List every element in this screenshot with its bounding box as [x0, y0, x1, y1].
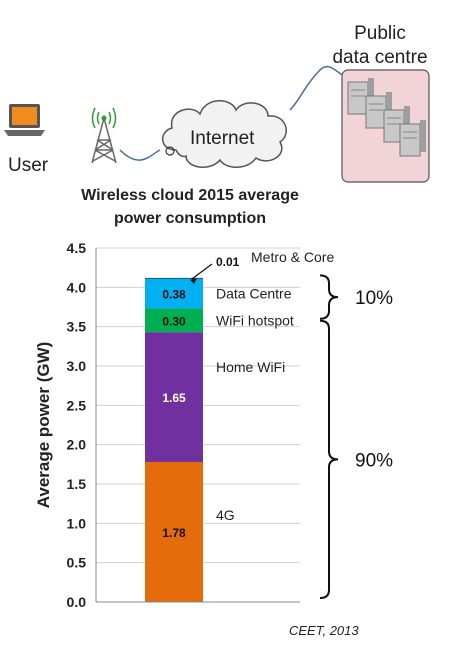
- y-tick-label: 4.0: [67, 279, 87, 295]
- y-tick-label: 1.0: [67, 515, 87, 531]
- segment-value-label: 1.78: [162, 526, 186, 540]
- power-chart: 0.0 0.5 1.0 1.5 2.0 2.5 3.0 3.5 4.0 4.5 1.78 1.65 0…: [34, 240, 393, 638]
- y-tick-labels: 0.0 0.5 1.0 1.5 2.0 2.5 3.0 3.5 4.0 4.5: [67, 240, 87, 610]
- series-name-label: Metro & Core: [251, 249, 334, 265]
- public-datacentre-label: Public data centre: [330, 22, 430, 70]
- y-tick-label: 2.0: [67, 437, 87, 453]
- signal-waves-icon: [91, 107, 117, 129]
- y-tick-label: 4.5: [67, 240, 87, 256]
- segment-value-label-top: 0.01: [216, 255, 240, 269]
- y-tick-label: 1.5: [67, 476, 87, 492]
- stacked-bar: [145, 277, 203, 602]
- cell-tower-icon: [91, 117, 117, 164]
- axes: [95, 248, 300, 603]
- segment-value-label: 0.30: [162, 314, 186, 328]
- link-cloud-datacentre: [289, 65, 349, 111]
- connector-icon: [165, 146, 175, 156]
- segment-value-label: 1.65: [162, 391, 186, 405]
- y-axis-label: Average power (GW): [34, 342, 53, 509]
- chart-heading: Wireless cloud 2015 average power consum…: [40, 184, 340, 230]
- public-datacentre-label-line2: data centre: [332, 47, 428, 68]
- network-diagram: [4, 65, 430, 183]
- public-datacentre-label-line1: Public: [354, 23, 406, 44]
- segment-value-label: 0.38: [162, 288, 186, 302]
- chart-heading-line2: power consumption: [114, 210, 266, 227]
- bracket-90-percent: [319, 319, 339, 599]
- bar-segment-metro-core: [145, 277, 203, 279]
- series-name-label: 4G: [216, 507, 235, 523]
- y-tick-label: 2.5: [67, 397, 87, 413]
- bar-segment-4g: [145, 461, 203, 602]
- bracket-label: 90%: [355, 450, 393, 471]
- link-tower-cloud: [119, 149, 161, 161]
- server-rack-icon: [347, 78, 426, 157]
- series-name-label: Home WiFi: [216, 359, 285, 375]
- y-tick-label: 3.0: [67, 358, 87, 374]
- bar-segment-data-centre: [145, 278, 203, 309]
- brackets: 10% 90%: [319, 274, 393, 599]
- source-note: CEET, 2013: [289, 623, 359, 638]
- laptop-icon: [4, 104, 45, 136]
- segment-labels: 1.78 1.65 0.30 0.38 0.01 4G Home WiFi WiFi hots…: [162, 249, 334, 540]
- chart-heading-line1: Wireless cloud 2015 average: [81, 187, 299, 204]
- bar-segment-home-wifi: [145, 332, 203, 462]
- y-tick-label: 3.5: [67, 319, 87, 335]
- bracket-10-percent: [319, 274, 339, 320]
- antenna-tip-icon: [101, 115, 107, 121]
- cloud-icon: [162, 100, 287, 168]
- bracket-label: 10%: [355, 288, 393, 309]
- y-tick-label: 0.5: [67, 555, 87, 571]
- bar-segment-wifi-hotspot: [145, 308, 203, 333]
- internet-label: Internet: [190, 128, 255, 149]
- series-name-label: WiFi hotspot: [216, 312, 294, 328]
- user-label: User: [8, 155, 49, 176]
- arrow-head-icon: [190, 277, 197, 284]
- y-tick-label: 0.0: [67, 594, 87, 610]
- series-name-label: Data Centre: [216, 286, 292, 302]
- top-segment-arrow: [191, 263, 213, 280]
